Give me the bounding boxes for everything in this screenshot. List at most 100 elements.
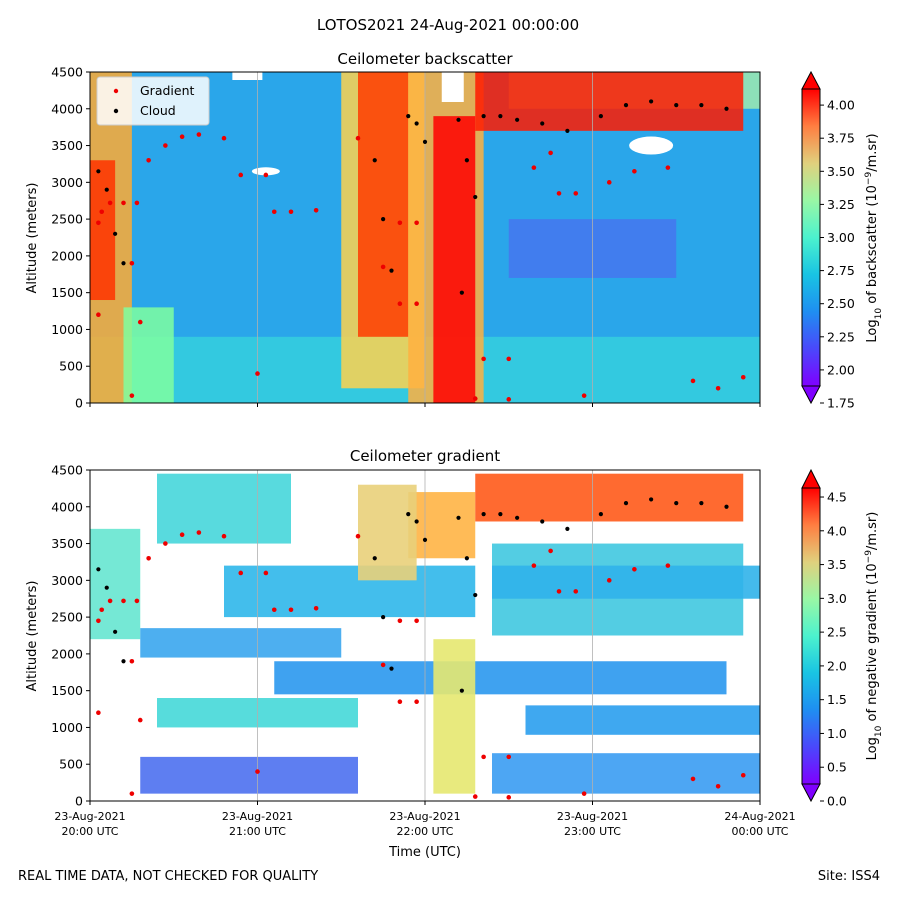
gradient-point [397,220,403,226]
y-tick-label: 1000 [51,322,83,337]
footer-site: Site: ISS4 [817,869,880,884]
gradient-point [179,134,185,140]
field-band-13 [433,639,476,794]
y-tick-label: 500 [59,359,83,374]
footer-disclaimer: REAL TIME DATA, NOT CHECKED FOR QUALITY [18,869,319,884]
cloud-point [473,194,478,200]
gradient-point [221,135,227,141]
bottom-colorbar-label-units: /m.sr) [865,512,880,550]
x-tick-time: 20:00 UTC [61,825,118,838]
gradient-point [271,209,277,215]
field-gap [232,72,263,80]
field-band-14 [358,484,417,581]
field-band-12 [475,473,744,522]
x-tick-date: 23-Aug-2021 [389,810,460,823]
colorbar-tick-label: 3.00 [827,230,855,245]
bottom-colorbar-label-log: Log [865,737,880,760]
gradient-point [690,378,696,384]
field-band-11 [408,492,476,559]
gradient-point [355,135,361,141]
cloud-point [414,121,419,126]
top-colorbar-label: Log10 of backscatter (10−9/m.sr) [864,133,884,342]
gradient-point [255,371,260,376]
x-tick-time: 00:00 UTC [731,825,788,838]
cloud-point [515,515,520,520]
legend-cloud-label: Cloud [140,103,176,118]
cloud-point [598,512,603,517]
gradient-point [573,191,579,196]
field-plume-3 [358,72,409,337]
colorbar-tick-label: 4.5 [827,490,847,505]
gradient-point [397,699,403,704]
cloud-point [540,121,545,126]
bottom-colorbar-label: Log10 of negative gradient (10−9/m.sr) [864,512,884,761]
cloud-point [414,519,419,524]
gradient-point [573,589,579,594]
gradient-point [129,393,135,398]
bottom-y-ticks: 0 500 1000 1500 2000 2500 3000 3500 4000 4500 [51,463,90,809]
colorbar-tick-label: 2.50 [827,296,855,311]
top-ylabel: Altitude (meters) [25,183,40,294]
legend-gradient-label: Gradient [140,83,195,98]
field-gap [629,136,674,155]
x-tick-date: 23-Aug-2021 [557,810,628,823]
x-tick-time: 23:00 UTC [564,825,621,838]
colorbar-tick-label: 3.50 [827,164,855,179]
top-title: Ceilometer backscatter [337,50,513,68]
colorbar-tick-label: 2.5 [827,625,847,640]
field-band-4 [274,661,727,695]
cloud-point [96,567,101,572]
cloud-point [565,526,570,531]
cloud-point [649,497,654,502]
cloud-point [481,512,486,517]
gradient-point [129,260,135,266]
cloud-point [372,158,377,163]
bottom-colorbar-label-exp: −9 [864,550,874,564]
top-x-ticks [89,403,761,407]
bottom-colorbar-label-base: 10 [874,725,884,737]
gradient-point [556,191,562,196]
gradient-point [107,200,113,206]
gradient-point [96,220,101,226]
y-tick-label: 4000 [51,499,83,514]
cloud-point [598,114,603,119]
gradient-point [313,207,319,213]
gradient-point [556,589,562,594]
gradient-point [163,541,168,546]
y-tick-label: 1500 [51,285,83,300]
gradient-point [665,165,671,170]
colorbar-tick-label: 4.0 [827,523,847,538]
gradient-point [146,555,151,561]
cloud-point [422,139,428,144]
x-tick-date: 23-Aug-2021 [54,810,125,823]
cloud-point [389,268,394,273]
gradient-point [380,662,386,668]
gradient-point [238,172,244,178]
field-plume-5 [433,116,476,403]
field-plume-1 [90,160,116,301]
colorbar-tick-label: 2.75 [827,263,855,278]
gradient-point [380,264,386,270]
gradient-point [121,200,126,206]
cloud-point [498,512,503,517]
cloud-point [699,103,704,108]
bottom-title: Ceilometer gradient [350,447,500,465]
colorbar-tick-label: 2.25 [827,329,855,344]
field-gap [251,167,280,176]
y-tick-label: 2500 [51,610,83,625]
gradient-point [472,396,478,401]
field-band-9 [492,753,760,794]
cloud-point [381,217,386,222]
bottom-colorbar: 0.0 0.5 1.0 1.5 2.0 2.5 3.0 3.5 4.0 4.5 Log10 of … [801,468,884,809]
top-colorbar-fill [801,88,821,387]
y-tick-label: 1500 [51,683,83,698]
cloud-point [464,556,469,561]
gradient-point [414,220,419,226]
gradient-point [548,548,553,554]
cloud-point [498,114,503,119]
top-gridlines [257,72,593,403]
top-colorbar-label-base: 10 [874,308,884,320]
colorbar-tick-label: 1.5 [827,692,847,707]
gradient-point [288,607,294,613]
gradient-point [690,776,696,782]
